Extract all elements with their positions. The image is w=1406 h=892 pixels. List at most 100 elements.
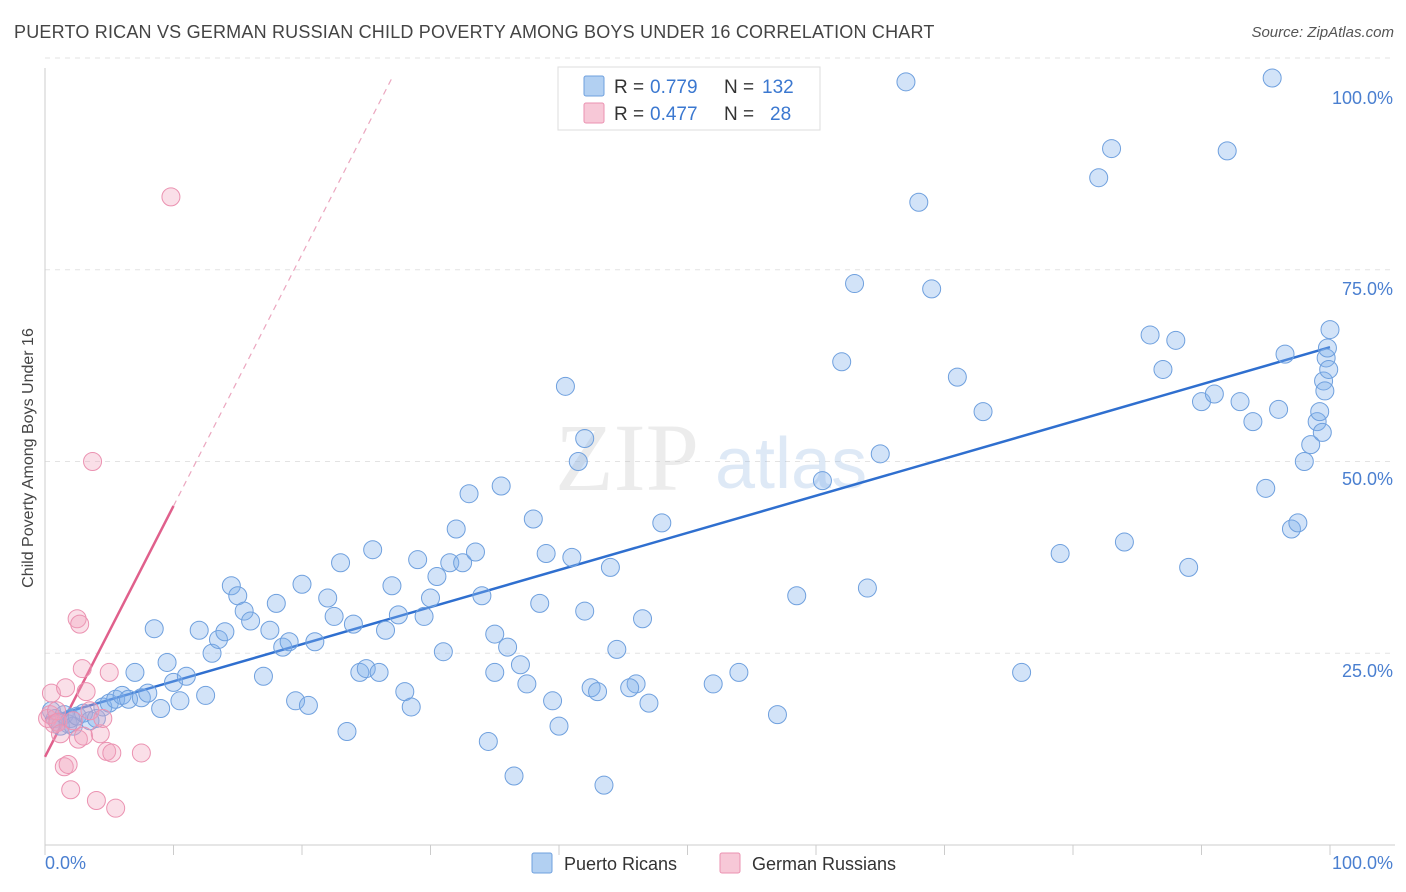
puerto-ricans-point [208, 629, 228, 649]
puerto-ricans-point [1230, 392, 1250, 412]
puerto-ricans-point [588, 682, 608, 702]
puerto-ricans-point [620, 678, 640, 698]
puerto-ricans-point [266, 593, 286, 613]
x-tick-label: 0.0% [45, 853, 86, 873]
legend-bottom: Puerto Ricans German Russians [531, 852, 896, 874]
puerto-ricans-point [1153, 359, 1173, 379]
puerto-ricans-point [401, 697, 421, 717]
puerto-ricans-point [1179, 557, 1199, 577]
y-tick-label: 100.0% [1332, 88, 1393, 108]
puerto-ricans-point [845, 274, 865, 294]
german-russians-point [83, 452, 103, 471]
puerto-ricans-point [787, 586, 807, 606]
german-russians-point [106, 798, 126, 818]
german-russians-point [50, 724, 70, 744]
watermark: ZIP atlas [555, 404, 867, 511]
legend-r-label: R = [614, 104, 644, 125]
puerto-ricans-point [1050, 544, 1070, 564]
puerto-ricans-point [1317, 338, 1337, 358]
puerto-ricans-point [1319, 359, 1339, 379]
puerto-ricans-trend [44, 346, 1331, 720]
puerto-ricans-point [1243, 412, 1263, 432]
puerto-ricans-point [498, 637, 518, 657]
puerto-ricans-point [543, 691, 563, 711]
german-russians-point [90, 724, 110, 744]
german-russians-point [41, 683, 61, 703]
puerto-ricans-point [1269, 399, 1289, 419]
puerto-ricans-point [196, 685, 216, 705]
source-label: Source: ZipAtlas.com [1251, 24, 1394, 41]
puerto-ricans-point [812, 471, 832, 491]
puerto-ricans-point [652, 513, 672, 533]
puerto-ricans-point [363, 540, 383, 560]
puerto-ricans-point [870, 444, 890, 464]
puerto-ricans-point [1275, 344, 1295, 364]
puerto-ricans-point [832, 352, 852, 372]
legend-top: R = 0.779 N = 132 R = 0.477 N = 28 [557, 66, 821, 131]
puerto-ricans-point [221, 576, 241, 596]
puerto-ricans-point [504, 766, 524, 786]
puerto-ricans-point [562, 547, 582, 567]
puerto-ricans-point [369, 662, 389, 682]
puerto-ricans-point [510, 655, 530, 675]
puerto-ricans-point [536, 544, 556, 564]
puerto-ricans-point [703, 674, 723, 694]
german-russians-point [72, 659, 92, 679]
puerto-ricans-point [176, 666, 196, 686]
puerto-ricans-trend-line [44, 346, 1331, 720]
puerto-ricans-point [1314, 371, 1334, 391]
puerto-ricans-point [1089, 168, 1109, 188]
puerto-ricans-point [1140, 325, 1160, 345]
puerto-ricans-point [1312, 422, 1332, 442]
puerto-ricans-point [555, 376, 575, 396]
german-russians-point [63, 711, 83, 731]
german-russians-point [70, 614, 90, 634]
puerto-ricans-point [298, 695, 318, 715]
puerto-ricans-point [305, 632, 325, 652]
puerto-ricans-point [549, 716, 569, 736]
puerto-ricans-point [947, 367, 967, 387]
puerto-ricans-point [388, 605, 408, 625]
puerto-ricans-point [491, 476, 511, 496]
puerto-ricans-point [292, 574, 312, 594]
german-russians-point [56, 678, 76, 698]
y-tick-label: 25.0% [1342, 661, 1393, 681]
german-russians-point [76, 682, 96, 702]
legend-r-value: 0.779 [650, 77, 698, 98]
german-russians-point [161, 187, 181, 207]
puerto-ricans-point [1315, 381, 1335, 401]
puerto-ricans-point [86, 708, 106, 728]
puerto-ricans-point [151, 698, 171, 718]
puerto-ricans-point [189, 620, 209, 640]
puerto-ricans-point [318, 588, 338, 608]
legend-n-value: 28 [770, 104, 791, 125]
puerto-ricans-point [607, 639, 627, 659]
puerto-ricans-point [767, 705, 787, 725]
legend-r-value: 0.477 [650, 104, 698, 125]
legend-n-label: N = [724, 77, 754, 98]
german-russians-point [86, 791, 106, 811]
puerto-ricans-point [215, 622, 235, 642]
puerto-ricans-point [125, 662, 145, 682]
german-russians-point [68, 729, 88, 749]
german-russians-point [61, 780, 81, 800]
puerto-ricans-point [433, 642, 453, 662]
puerto-ricans-point [343, 614, 363, 634]
puerto-ricans-point [1102, 139, 1122, 159]
puerto-ricans-point [382, 576, 402, 596]
y-tick-label: 50.0% [1342, 469, 1393, 489]
puerto-ricans-point [1114, 532, 1134, 552]
puerto-ricans-point [273, 637, 293, 657]
puerto-ricans-point [973, 402, 993, 422]
puerto-ricans-point [1288, 513, 1308, 533]
puerto-ricans-point [170, 691, 190, 711]
german-russians-trend-extension [172, 77, 393, 507]
chart-title: PUERTO RICAN VS GERMAN RUSSIAN CHILD POV… [14, 22, 935, 42]
puerto-ricans-point [421, 588, 440, 608]
legend-bottom-label-puerto-ricans: Puerto Ricans [564, 854, 677, 874]
german-russians-point [99, 662, 119, 682]
puerto-ricans-point [1294, 452, 1314, 471]
puerto-ricans-point [600, 557, 620, 577]
legend-bottom-swatch-puerto-ricans [531, 852, 553, 874]
